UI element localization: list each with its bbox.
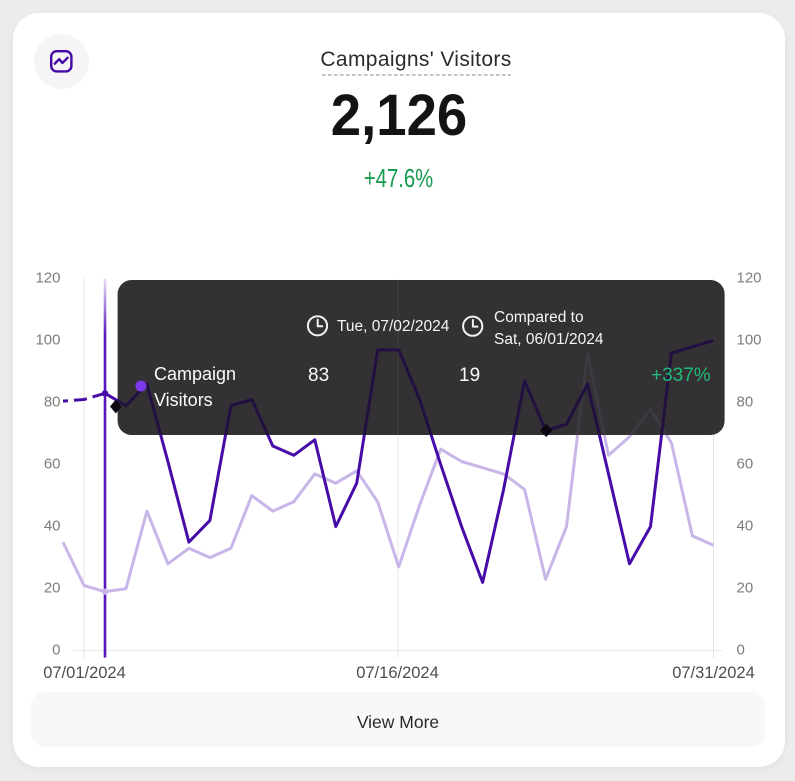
svg-text:0: 0 (737, 642, 745, 659)
svg-text:Visitors: Visitors (154, 390, 213, 410)
svg-text:07/16/2024: 07/16/2024 (356, 664, 439, 682)
svg-text:80: 80 (737, 394, 754, 411)
svg-text:100: 100 (35, 332, 60, 349)
svg-text:60: 60 (44, 456, 61, 473)
svg-text:120: 120 (35, 270, 60, 287)
svg-text:0: 0 (52, 642, 60, 659)
svg-text:Campaign: Campaign (154, 364, 236, 384)
svg-text:Tue, 07/02/2024: Tue, 07/02/2024 (337, 318, 450, 335)
svg-text:20: 20 (44, 580, 61, 597)
svg-text:20: 20 (737, 580, 754, 597)
svg-text:80: 80 (44, 394, 61, 411)
svg-text:100: 100 (737, 332, 762, 349)
svg-text:Sat, 06/01/2024: Sat, 06/01/2024 (494, 331, 604, 348)
svg-text:Compared to: Compared to (494, 309, 584, 326)
svg-text:19: 19 (459, 365, 480, 386)
svg-text:83: 83 (308, 365, 329, 386)
svg-text:40: 40 (44, 518, 61, 535)
svg-text:07/31/2024: 07/31/2024 (672, 664, 755, 682)
svg-text:+337%: +337% (651, 365, 711, 386)
svg-text:120: 120 (737, 270, 762, 287)
svg-text:40: 40 (737, 518, 754, 535)
svg-text:07/01/2024: 07/01/2024 (43, 664, 126, 682)
svg-text:60: 60 (737, 456, 754, 473)
